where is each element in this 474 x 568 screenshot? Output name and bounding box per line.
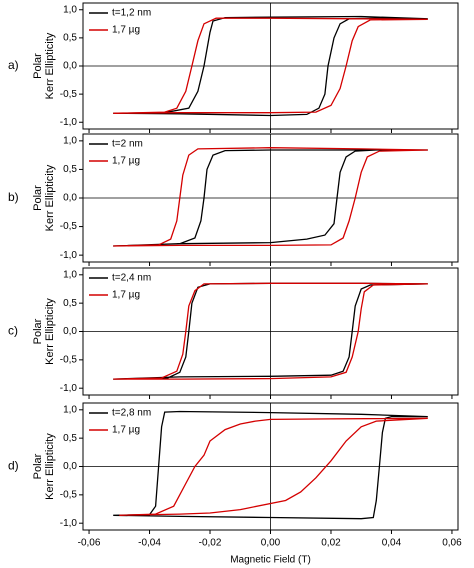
hysteresis-loop xyxy=(119,417,428,516)
legend-label: 1,7 µg xyxy=(112,156,140,167)
y-tick-label: 1,0 xyxy=(63,404,77,415)
y-tick-label: -1,0 xyxy=(60,117,78,128)
y-tick-label: 0,0 xyxy=(63,326,77,337)
x-tick-label: -0,06 xyxy=(78,538,101,549)
legend-label: 1,7 µg xyxy=(112,25,140,36)
legend-label: t=1,2 nm xyxy=(112,8,151,19)
x-axis-label: Magnetic Field (T) xyxy=(230,555,311,566)
y-tick-label: 0,5 xyxy=(63,164,77,175)
y-tick-label: 1,0 xyxy=(63,269,77,280)
y-axis-label: Polar xyxy=(32,318,44,344)
hysteresis-loop xyxy=(113,282,428,380)
y-tick-label: 0,5 xyxy=(63,33,77,44)
y-axis-label: Polar xyxy=(32,185,44,211)
x-tick-label: 0,06 xyxy=(442,538,462,549)
y-axis-label: Kerr Ellipticity xyxy=(44,32,56,99)
hysteresis-loop xyxy=(113,147,428,247)
x-tick-label: 0,04 xyxy=(382,538,402,549)
y-tick-label: 1,0 xyxy=(63,4,77,15)
y-tick-label: -1,0 xyxy=(60,250,78,261)
x-tick-label: 0,00 xyxy=(261,538,281,549)
y-axis-label: Kerr Ellipticity xyxy=(44,164,56,231)
y-tick-label: -0,5 xyxy=(60,89,78,100)
plot-frame xyxy=(82,2,459,130)
x-tick-label: 0,02 xyxy=(321,538,341,549)
plot-frame xyxy=(82,267,459,396)
legend-label: t=2,8 nm xyxy=(112,408,151,419)
y-tick-label: -0,5 xyxy=(60,354,78,365)
legend-label: t=2 nm xyxy=(112,139,143,150)
y-tick-label: 0,5 xyxy=(63,298,77,309)
panel-label: a) xyxy=(8,58,19,72)
plot-frame xyxy=(82,133,459,263)
y-axis-label: Polar xyxy=(32,53,44,79)
y-tick-label: -1,0 xyxy=(60,383,78,394)
panel-label: b) xyxy=(8,190,19,204)
y-tick-label: -1,0 xyxy=(60,518,78,529)
legend-label: 1,7 µg xyxy=(112,425,140,436)
x-tick-label: -0,04 xyxy=(138,538,161,549)
y-tick-label: 0,0 xyxy=(63,61,77,72)
y-tick-label: -0,5 xyxy=(60,221,78,232)
x-tick-label: -0,02 xyxy=(199,538,222,549)
y-tick-label: 0,0 xyxy=(63,193,77,204)
y-axis-label: Polar xyxy=(32,453,44,479)
hysteresis-loop xyxy=(113,17,428,114)
y-tick-label: -0,5 xyxy=(60,489,78,500)
y-tick-label: 1,0 xyxy=(63,135,77,146)
y-tick-label: 0,0 xyxy=(63,461,77,472)
hysteresis-loop xyxy=(113,410,428,520)
panel-label: d) xyxy=(8,459,19,473)
y-tick-label: 0,5 xyxy=(63,433,77,444)
plot-frame xyxy=(82,402,459,531)
panel-label: c) xyxy=(8,324,18,338)
legend-label: 1,7 µg xyxy=(112,290,140,301)
legend-label: t=2,4 nm xyxy=(112,273,151,284)
y-axis-label: Kerr Ellipticity xyxy=(44,298,56,365)
y-axis-label: Kerr Ellipticity xyxy=(44,433,56,500)
